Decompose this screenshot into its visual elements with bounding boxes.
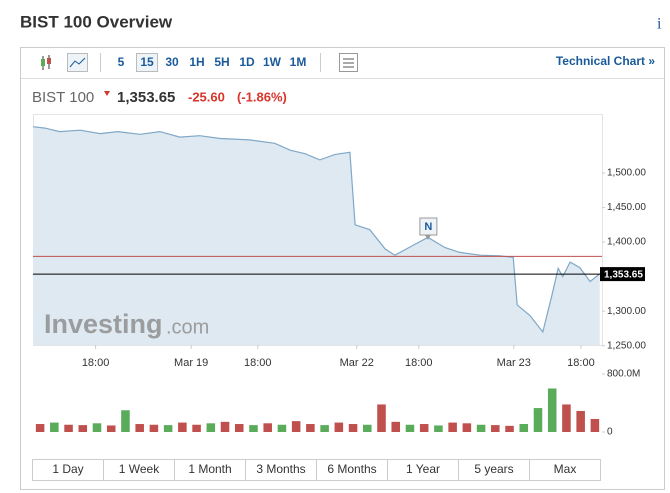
interval-button[interactable]: 1H <box>189 55 204 69</box>
x-tick-label: 18:00 <box>82 357 110 369</box>
y-tick-label: 1,400.00 <box>607 237 646 248</box>
area-fill <box>33 126 600 345</box>
volume-bar <box>334 422 344 432</box>
interval-button[interactable]: 1W <box>263 55 282 69</box>
volume-bar <box>434 425 443 432</box>
volume-bar <box>505 425 514 432</box>
line-icon-glyph <box>69 57 86 68</box>
volume-bar <box>220 421 230 432</box>
volume-bar <box>206 423 216 432</box>
volume-bar <box>377 404 386 432</box>
volume-tick-label: 0 <box>607 427 613 438</box>
x-tick-label: Mar 19 <box>174 357 208 369</box>
volume-bar <box>35 424 45 432</box>
volume-bar <box>92 423 102 432</box>
interval-button[interactable]: 5 <box>118 55 125 69</box>
quote-name: BIST 100 <box>32 89 94 106</box>
candle-icon[interactable] <box>41 55 51 70</box>
volume-bar <box>149 424 159 432</box>
volume-tick-label: 800.0M <box>607 369 640 380</box>
volume-bar <box>121 410 130 432</box>
volume-bar <box>405 424 415 432</box>
volume-bar <box>491 425 500 432</box>
range-label: 3 Months <box>256 462 305 476</box>
price-line <box>32 126 601 334</box>
annotation-text: N <box>424 221 432 233</box>
last-price-label: 1,353.65 <box>604 270 643 281</box>
info-icon[interactable]: i <box>657 16 662 33</box>
x-tick-label: Mar 22 <box>340 357 374 369</box>
volume-bar <box>462 423 472 432</box>
volume-bar <box>562 404 571 432</box>
range-label: 5 years <box>474 462 513 476</box>
range-label: 6 Months <box>327 462 376 476</box>
y-tick-label: 1,300.00 <box>607 306 646 317</box>
volume-bar <box>78 425 88 432</box>
x-tick-label: 18:00 <box>405 357 433 369</box>
volume-bar <box>519 424 529 432</box>
volume-bar <box>576 410 585 432</box>
volume-bar <box>163 425 173 432</box>
volume-bar <box>263 423 272 432</box>
quote-change-pct: (-1.86%) <box>237 89 287 104</box>
volume-bar <box>391 421 401 432</box>
interval-button[interactable]: 15 <box>140 55 154 69</box>
volume-bar <box>106 425 116 432</box>
down-arrow <box>104 91 110 96</box>
volume-bar <box>533 408 543 432</box>
volume-bar <box>547 388 557 432</box>
x-tick-label: 18:00 <box>244 357 272 369</box>
interval-button[interactable]: 1D <box>239 55 255 69</box>
volume-bar <box>306 424 315 432</box>
interval-button[interactable]: 30 <box>165 55 179 69</box>
x-tick-label: Mar 23 <box>497 357 531 369</box>
y-tick-label: 1,500.00 <box>607 168 646 179</box>
logo-suffix: .com <box>166 316 209 338</box>
range-label: 1 Month <box>188 462 231 476</box>
title: BIST 100 Overview <box>20 12 173 31</box>
range-label: 1 Day <box>52 462 83 476</box>
volume-bar <box>192 424 201 432</box>
volume-bar <box>277 424 287 432</box>
volume-bar <box>590 418 600 432</box>
y-tick-label: 1,250.00 <box>607 340 646 351</box>
last-price-badge <box>600 267 645 282</box>
range-button[interactable] <box>529 459 601 481</box>
frame <box>20 47 665 490</box>
interval-button[interactable]: 1M <box>290 55 307 69</box>
logo-brand: Investing <box>44 309 163 339</box>
range-label: Max <box>554 462 577 476</box>
volume-bar <box>234 424 244 432</box>
range-label: 1 Week <box>119 462 160 476</box>
volume-bar <box>348 424 358 432</box>
volume-bar <box>320 425 329 432</box>
volume-bar <box>291 421 301 432</box>
volume-bar <box>476 424 486 432</box>
volume-bar <box>135 424 144 432</box>
x-tick-label: 18:00 <box>567 357 595 369</box>
volume-bar <box>448 422 457 432</box>
quote-price: 1,353.65 <box>117 89 175 106</box>
volume-bar <box>249 425 258 432</box>
interval-button[interactable]: 5H <box>214 55 229 69</box>
volume-bar <box>50 422 59 432</box>
y-tick-label: 1,450.00 <box>607 202 646 213</box>
quote-change: -25.60 <box>188 89 225 104</box>
volume-bar <box>178 422 187 432</box>
volume-bar <box>64 424 73 432</box>
range-label: 1 Year <box>406 462 440 476</box>
volume-bar <box>363 424 372 432</box>
volume-bar <box>419 424 429 432</box>
annotation-pointer <box>424 235 431 240</box>
interval-active <box>136 53 158 72</box>
technical-chart-link[interactable]: Technical Chart » <box>556 54 655 68</box>
